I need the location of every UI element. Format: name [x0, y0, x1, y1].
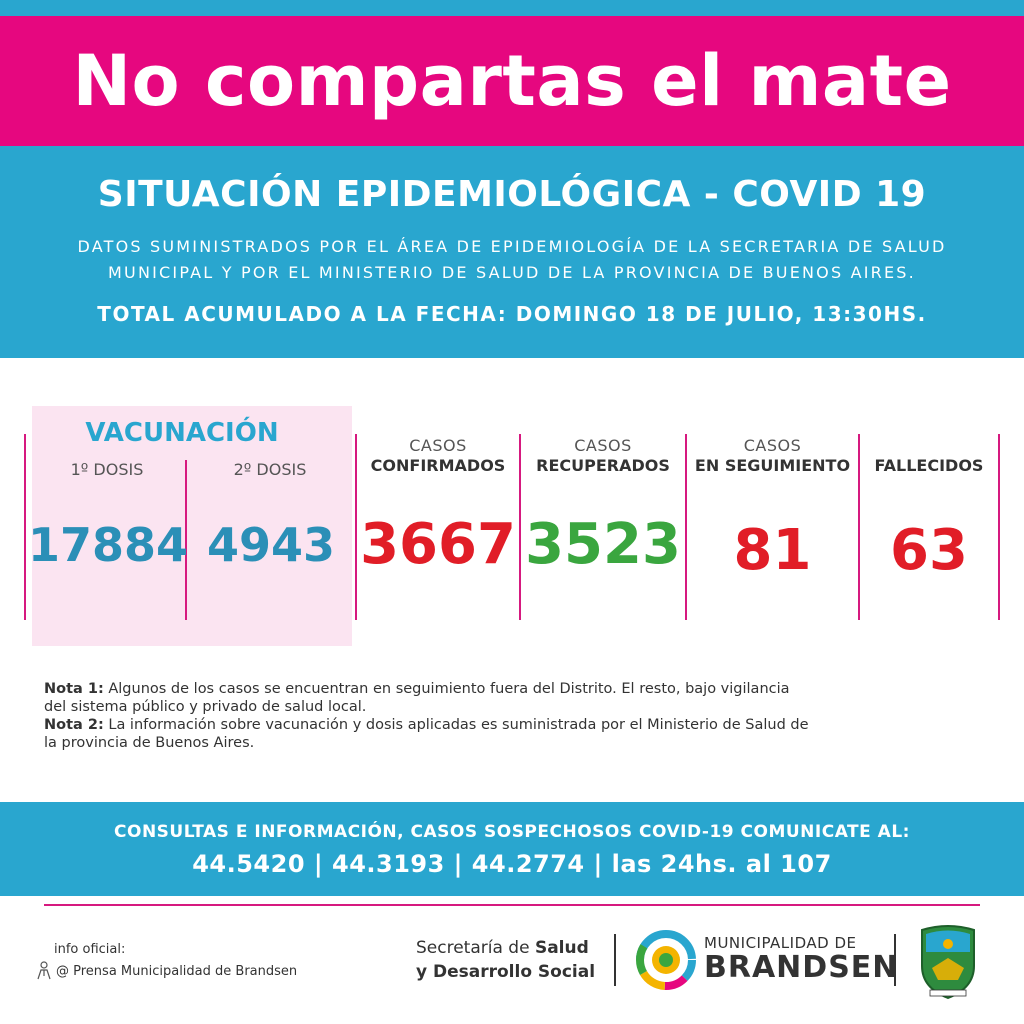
contact-numbers: 44.5420 | 44.3193 | 44.2774 | las 24hs. …: [192, 850, 832, 878]
banner-title: No compartas el mate: [72, 40, 952, 122]
note-2-label: Nota 2:: [44, 717, 104, 733]
footer-separator: [614, 934, 616, 986]
note-1: Nota 1: Algunos de los casos se encuentr…: [44, 680, 874, 698]
dose2-label: 2º DOSIS: [233, 460, 307, 479]
notes: Nota 1: Algunos de los casos se encuentr…: [44, 680, 874, 752]
secretaria-bold: Salud: [534, 938, 589, 958]
header-subtitle-line2: MUNICIPAL Y POR EL MINISTERIO DE SALUD D…: [108, 263, 916, 282]
header: SITUACIÓN EPIDEMIOLÓGICA - COVID 19 DATO…: [0, 146, 1024, 358]
divider-line: [185, 460, 187, 620]
municipal-name: MUNICIPALIDAD DE BRANDSEN: [704, 934, 898, 984]
note-1-cont: del sistema público y privado de salud l…: [44, 699, 367, 715]
secretaria-line1: Secretaría de Salud: [416, 936, 595, 960]
seguimiento-label2: EN SEGUIMIENTO: [694, 456, 851, 475]
header-date: TOTAL ACUMULADO A LA FECHA: DOMINGO 18 D…: [97, 302, 927, 326]
secretaria-pre: Secretaría de: [416, 938, 535, 958]
note-2: Nota 2: La información sobre vacunación …: [44, 716, 874, 734]
divider-line: [519, 434, 521, 620]
confirmados-label1: CASOS: [409, 436, 467, 455]
banner: No compartas el mate: [0, 16, 1024, 146]
vaccination-title: VACUNACIÓN: [85, 418, 279, 448]
municipal-line1: MUNICIPALIDAD DE: [704, 934, 857, 952]
recuperados-label2: RECUPERADOS: [536, 456, 670, 475]
seguimiento-label1: CASOS: [743, 436, 802, 455]
divider-line: [24, 434, 26, 620]
secretaria-line2: y Desarrollo Social: [416, 962, 596, 982]
secretaria-name: Secretaría de Salud y Desarrollo Social: [416, 936, 595, 984]
footer-separator: [894, 934, 896, 986]
note-1-text: Algunos de los casos se encuentran en se…: [103, 681, 790, 697]
dose2-value: 4943: [206, 518, 336, 572]
note-2-cont: la provincia de Buenos Aires.: [44, 735, 255, 751]
divider-line: [998, 434, 1000, 620]
top-strip: [0, 0, 1024, 16]
fallecidos-value: 63: [890, 518, 968, 583]
fallecidos-label: FALLECIDOS: [874, 456, 984, 475]
seguimiento-value: 81: [733, 518, 812, 583]
divider-line: [858, 434, 860, 620]
confirmados-label2: CONFIRMADOS: [370, 456, 506, 475]
header-subtitle: DATOS SUMINISTRADOS POR EL ÁREA DE EPIDE…: [40, 234, 984, 286]
note-2-text: La información sobre vacunación y dosis …: [103, 717, 809, 733]
header-subtitle-line1: DATOS SUMINISTRADOS POR EL ÁREA DE EPIDE…: [77, 237, 947, 256]
info-source-text: @ Prensa Municipalidad de Brandsen: [56, 963, 298, 979]
info-source: @ Prensa Municipalidad de Brandsen: [36, 961, 297, 981]
people-icon: [37, 961, 51, 980]
divider-line: [355, 434, 357, 620]
dose1-label: 1º DOSIS: [70, 460, 144, 479]
brandsen-shield-icon: [921, 925, 975, 1000]
municipal-line2: BRANDSEN: [704, 950, 899, 985]
header-title: SITUACIÓN EPIDEMIOLÓGICA - COVID 19: [97, 174, 927, 215]
vaccination-panel: [32, 406, 352, 646]
municipal-logo: [636, 930, 696, 990]
info-label: info oficial:: [54, 942, 126, 957]
footer-divider: [44, 904, 980, 906]
confirmados-value: 3667: [360, 512, 516, 577]
recuperados-value: 3523: [525, 512, 681, 577]
contact-title: CONSULTAS E INFORMACIÓN, CASOS SOSPECHOS…: [114, 822, 910, 842]
dose1-value: 17884: [28, 518, 189, 572]
footer-info: info oficial: @ Prensa Municipalidad de …: [36, 942, 297, 981]
note-1-label: Nota 1:: [44, 681, 104, 697]
contact-banner: CONSULTAS E INFORMACIÓN, CASOS SOSPECHOS…: [0, 802, 1024, 896]
recuperados-label1: CASOS: [574, 436, 632, 455]
divider-line: [685, 434, 687, 620]
